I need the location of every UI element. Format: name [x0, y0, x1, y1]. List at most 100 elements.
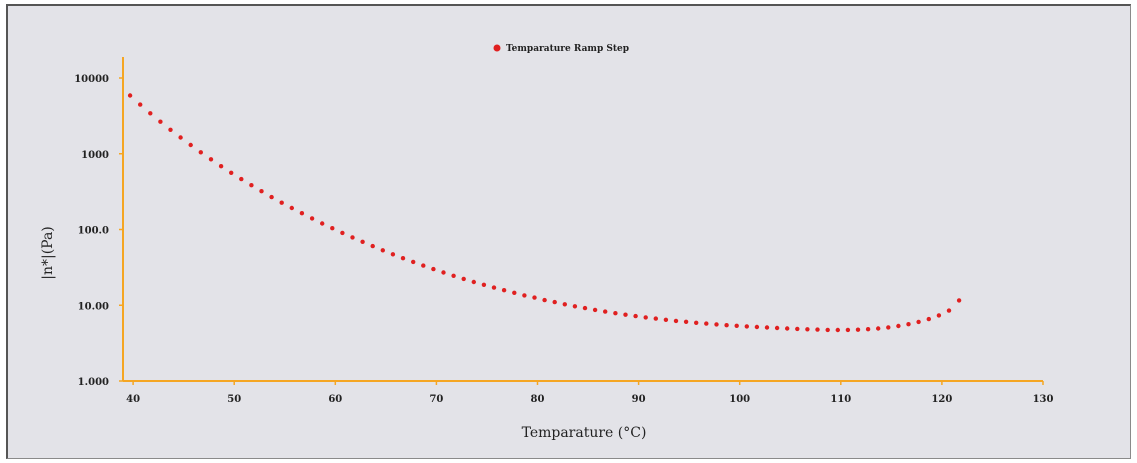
data-point [633, 313, 638, 319]
data-point [926, 316, 931, 322]
data-point [269, 194, 274, 200]
data-points [127, 93, 962, 333]
data-point [623, 312, 628, 317]
y-tick-label: 10000 [74, 74, 109, 85]
data-point [380, 248, 385, 253]
data-point [309, 216, 315, 221]
y-tick-label: 10.00 [78, 301, 109, 312]
legend-marker [493, 44, 501, 52]
data-point [178, 135, 183, 140]
y-tick-label: 1000 [81, 150, 109, 161]
data-point [663, 317, 669, 322]
x-axis-title: Temparature (°C) [522, 425, 647, 441]
y-tick-label: 100.0 [78, 226, 109, 237]
data-point [562, 302, 567, 307]
data-point [390, 252, 396, 257]
tick-marks [119, 77, 1044, 385]
data-point [855, 327, 861, 332]
data-point [522, 293, 527, 298]
data-point [138, 102, 143, 107]
chart-frame [6, 4, 1131, 459]
x-tick-label: 70 [429, 394, 443, 405]
data-point [582, 305, 588, 311]
x-tick-label: 90 [632, 394, 646, 405]
data-point [350, 235, 355, 240]
data-point [481, 282, 487, 287]
data-point [825, 327, 830, 333]
data-point [876, 326, 881, 331]
data-point [724, 323, 729, 328]
data-point [683, 319, 689, 324]
data-point [835, 327, 840, 333]
data-point [936, 313, 942, 318]
y-tick-labels: 1.000 10.00 100.0 1000 10000 [74, 74, 109, 388]
data-point [734, 323, 739, 328]
data-point [471, 279, 476, 285]
data-point [592, 307, 598, 313]
data-point [512, 290, 517, 295]
x-tick-label: 50 [227, 394, 241, 405]
data-point [865, 327, 871, 332]
data-point [501, 288, 507, 293]
data-point [320, 221, 325, 226]
data-point [704, 321, 709, 326]
data-point [249, 183, 254, 188]
legend-label: Temparature Ramp Step [506, 44, 629, 54]
data-point [764, 325, 770, 330]
x-tick-labels: 40 50 60 70 80 90 100 110 120 130 [126, 394, 1053, 405]
data-point [198, 150, 203, 155]
data-point [421, 263, 426, 268]
axes [122, 57, 1043, 382]
data-point [805, 327, 810, 332]
data-point [785, 326, 790, 331]
data-point [340, 230, 345, 236]
data-point [461, 276, 466, 282]
data-point [532, 295, 537, 300]
data-point [239, 176, 244, 182]
data-point [653, 316, 658, 321]
data-point [431, 266, 436, 272]
data-point [491, 285, 497, 290]
data-point [694, 320, 699, 325]
x-tick-label: 110 [830, 394, 851, 405]
data-point [815, 327, 820, 332]
data-point [330, 226, 335, 231]
data-point [603, 309, 608, 314]
data-point [542, 297, 547, 303]
data-point [795, 326, 800, 332]
data-point [259, 189, 264, 194]
data-point [916, 319, 921, 325]
data-point [886, 325, 891, 330]
x-tick-label: 40 [126, 394, 140, 405]
data-point [208, 157, 214, 162]
y-axis-title: |n*|(Pa) [40, 226, 56, 280]
data-point [572, 304, 578, 309]
data-point [451, 273, 456, 278]
data-point [148, 111, 153, 116]
data-point [613, 311, 618, 316]
data-point [400, 256, 406, 261]
data-point [370, 243, 375, 249]
data-point [673, 318, 679, 324]
data-point [896, 323, 901, 329]
data-point [168, 127, 173, 132]
data-point [289, 205, 294, 211]
legend: Temparature Ramp Step [493, 44, 629, 54]
data-point [906, 322, 911, 327]
data-point [774, 325, 780, 331]
data-point [552, 299, 557, 305]
y-tick-label: 1.000 [78, 377, 109, 388]
x-tick-label: 80 [531, 394, 545, 405]
data-point [218, 164, 224, 169]
data-point [744, 324, 749, 329]
x-tick-label: 130 [1033, 394, 1054, 405]
data-point [643, 315, 648, 320]
x-tick-label: 100 [729, 394, 750, 405]
data-point [411, 259, 416, 265]
data-point [279, 200, 284, 205]
data-point [946, 308, 952, 313]
data-point [127, 93, 133, 98]
data-point [229, 170, 234, 175]
data-point [714, 322, 719, 327]
